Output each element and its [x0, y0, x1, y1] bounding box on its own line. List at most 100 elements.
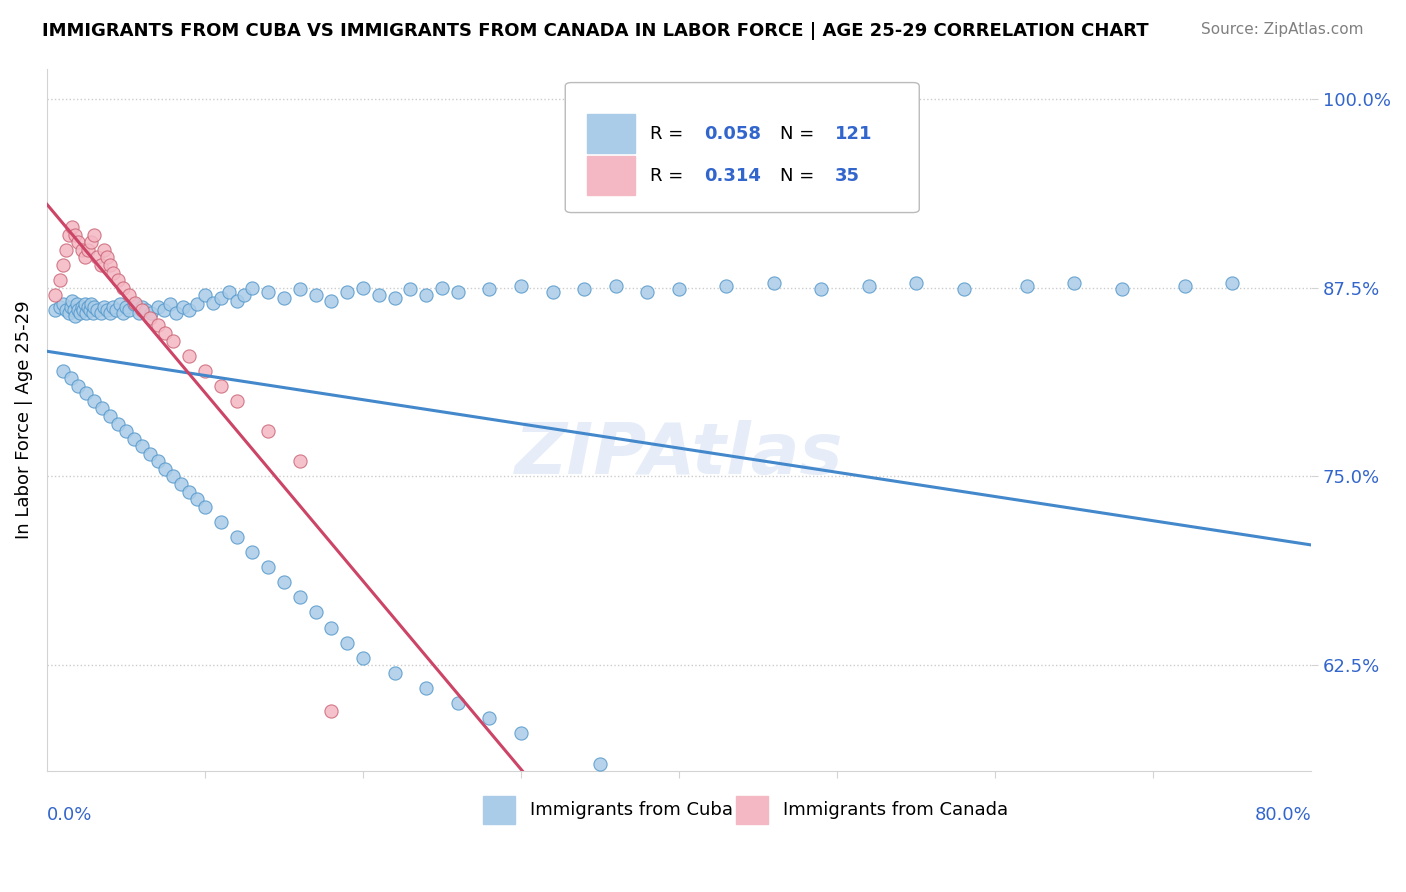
Point — [90, 306, 112, 320]
Point — [73, 251, 96, 265]
Point — [93, 300, 115, 314]
Point — [111, 306, 134, 320]
Point — [352, 650, 374, 665]
Text: N =: N = — [780, 125, 814, 143]
Point — [48, 300, 70, 314]
Point — [321, 621, 343, 635]
Point — [209, 379, 232, 393]
Point — [201, 295, 224, 310]
Point — [225, 530, 247, 544]
Point — [58, 306, 80, 320]
Point — [96, 303, 118, 318]
Text: 35: 35 — [835, 167, 859, 185]
Point — [103, 300, 125, 314]
Point — [762, 276, 785, 290]
Point — [240, 545, 263, 559]
Point — [107, 417, 129, 431]
Text: N =: N = — [780, 167, 814, 185]
Point — [98, 258, 121, 272]
Point — [166, 306, 188, 320]
Point — [77, 243, 100, 257]
Text: Immigrants from Cuba: Immigrants from Cuba — [530, 801, 733, 819]
Bar — [586, 156, 634, 195]
Point — [447, 696, 470, 710]
Point — [80, 297, 103, 311]
Bar — [484, 796, 515, 824]
Point — [162, 334, 184, 348]
Point — [321, 704, 343, 718]
Point — [179, 303, 201, 318]
Point — [447, 285, 470, 300]
Point — [153, 303, 176, 318]
Point — [67, 235, 90, 250]
Point — [159, 297, 181, 311]
Point — [541, 285, 564, 300]
Point — [858, 279, 880, 293]
Point — [225, 294, 247, 309]
Point — [55, 243, 77, 257]
Point — [91, 401, 114, 416]
Point — [86, 251, 108, 265]
Point — [131, 300, 153, 314]
Point — [66, 297, 89, 311]
Text: R =: R = — [650, 167, 683, 185]
Point — [62, 303, 84, 318]
Point — [233, 288, 256, 302]
Text: 80.0%: 80.0% — [1254, 806, 1312, 824]
Point — [122, 297, 145, 311]
Point — [115, 300, 138, 314]
Point — [430, 280, 453, 294]
Point — [48, 273, 70, 287]
Point — [65, 227, 87, 242]
Point — [194, 500, 217, 514]
Point — [240, 280, 263, 294]
Point — [107, 273, 129, 287]
Point — [825, 847, 848, 862]
Point — [122, 432, 145, 446]
Point — [86, 303, 108, 318]
Point — [1111, 282, 1133, 296]
Point — [162, 469, 184, 483]
Point — [141, 306, 163, 320]
Point — [225, 393, 247, 408]
Point — [172, 300, 194, 314]
Point — [716, 279, 738, 293]
Point — [905, 878, 928, 892]
Point — [59, 300, 82, 314]
Point — [194, 364, 217, 378]
Point — [67, 303, 90, 318]
Point — [1174, 279, 1197, 293]
Point — [98, 306, 121, 320]
Point — [209, 291, 232, 305]
Point — [90, 258, 112, 272]
Point — [186, 492, 208, 507]
Text: IMMIGRANTS FROM CUBA VS IMMIGRANTS FROM CANADA IN LABOR FORCE | AGE 25-29 CORREL: IMMIGRANTS FROM CUBA VS IMMIGRANTS FROM … — [42, 22, 1149, 40]
Text: 0.314: 0.314 — [704, 167, 761, 185]
Y-axis label: In Labor Force | Age 25-29: In Labor Force | Age 25-29 — [15, 301, 32, 539]
Point — [574, 282, 596, 296]
Point — [384, 291, 406, 305]
Point — [288, 591, 311, 605]
Point — [93, 243, 115, 257]
Point — [75, 306, 97, 320]
Point — [218, 285, 240, 300]
Point — [510, 726, 533, 740]
Point — [96, 251, 118, 265]
Point — [1220, 276, 1243, 290]
Point — [70, 243, 93, 257]
Point — [415, 681, 437, 695]
Point — [138, 447, 160, 461]
Point — [209, 515, 232, 529]
Point — [135, 303, 157, 318]
Point — [367, 288, 389, 302]
Point — [44, 288, 66, 302]
Point — [72, 303, 94, 318]
Point — [384, 665, 406, 680]
Point — [83, 300, 105, 314]
Point — [124, 295, 146, 310]
Point — [128, 306, 150, 320]
Point — [146, 318, 169, 333]
Point — [105, 303, 128, 318]
Point — [636, 285, 658, 300]
Point — [1015, 279, 1038, 293]
